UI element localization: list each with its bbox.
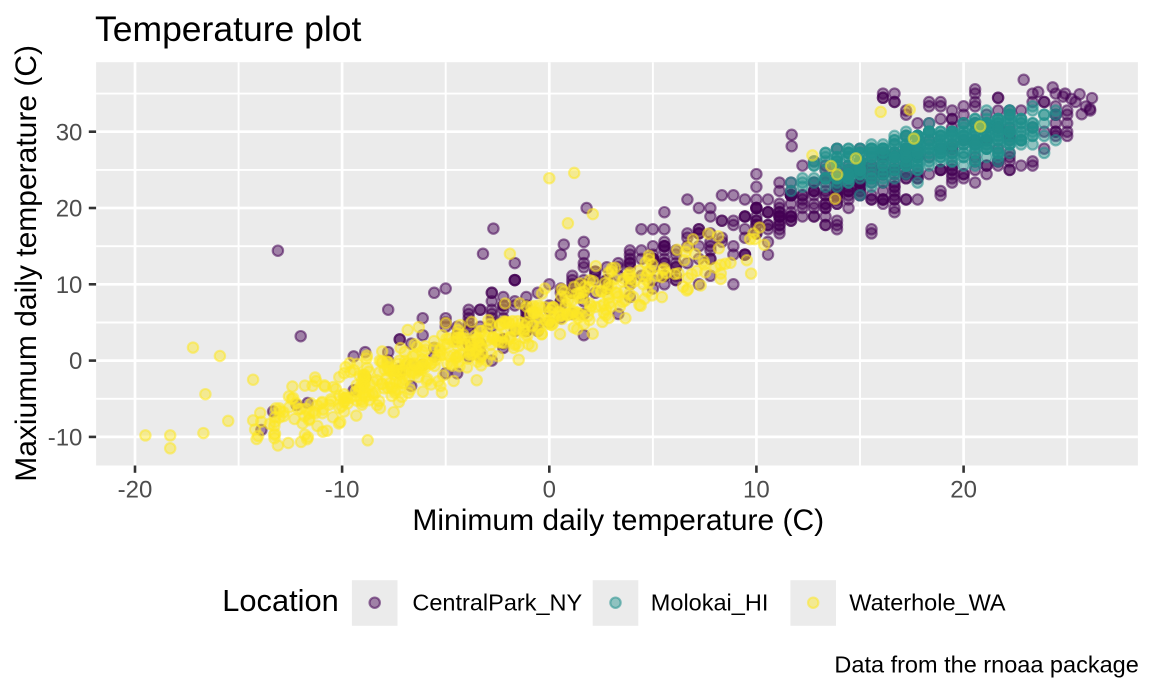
svg-text:Maxiumum daily temperature (C): Maxiumum daily temperature (C) xyxy=(10,45,43,482)
svg-text:-10: -10 xyxy=(48,425,83,452)
svg-text:0: 0 xyxy=(69,348,82,375)
svg-text:Location: Location xyxy=(222,583,338,618)
svg-text:20: 20 xyxy=(56,196,83,223)
svg-text:20: 20 xyxy=(950,476,977,503)
svg-text:Waterhole_WA: Waterhole_WA xyxy=(849,590,1006,616)
svg-text:CentralPark_NY: CentralPark_NY xyxy=(412,590,582,616)
svg-text:Minimum daily temperature (C): Minimum daily temperature (C) xyxy=(412,504,824,537)
svg-text:-10: -10 xyxy=(325,476,360,503)
svg-text:Temperature plot: Temperature plot xyxy=(95,9,362,49)
svg-text:0: 0 xyxy=(543,476,556,503)
svg-text:Molokai_HI: Molokai_HI xyxy=(651,590,769,616)
svg-text:-20: -20 xyxy=(118,476,153,503)
svg-text:10: 10 xyxy=(743,476,770,503)
svg-text:10: 10 xyxy=(56,272,83,299)
svg-text:Data from the rnoaa package: Data from the rnoaa package xyxy=(834,651,1138,677)
svg-text:30: 30 xyxy=(56,119,83,146)
